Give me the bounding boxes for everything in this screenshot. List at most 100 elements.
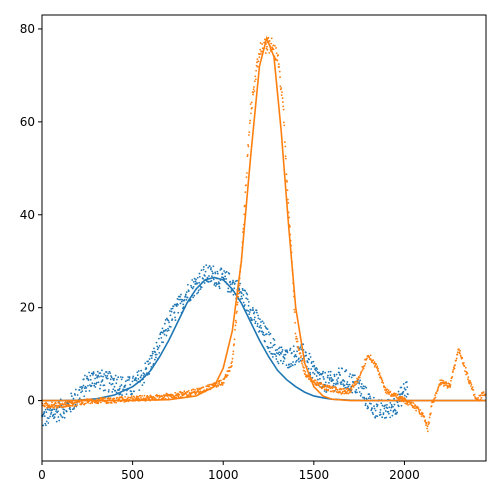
data-point	[176, 298, 179, 300]
data-point	[196, 276, 199, 279]
data-point	[313, 364, 316, 367]
data-point	[80, 391, 82, 394]
data-point	[342, 390, 344, 393]
data-point	[430, 405, 433, 407]
data-point	[185, 299, 188, 301]
data-point	[304, 370, 307, 373]
data-point	[221, 272, 224, 275]
data-point	[394, 409, 397, 412]
data-point	[242, 294, 245, 296]
data-point	[92, 372, 95, 375]
data-point	[407, 404, 409, 406]
data-point	[127, 376, 130, 378]
data-point	[394, 394, 397, 397]
data-point	[278, 353, 281, 356]
data-point	[225, 277, 228, 280]
data-point	[335, 382, 338, 385]
data-point	[210, 279, 213, 282]
data-point	[355, 388, 358, 391]
data-point	[50, 411, 53, 414]
data-point	[328, 385, 331, 388]
data-point	[319, 386, 322, 389]
data-point	[280, 352, 282, 355]
data-point	[385, 416, 388, 419]
data-point	[55, 420, 58, 423]
data-point	[252, 309, 255, 312]
data-point	[410, 401, 413, 404]
data-point	[217, 385, 220, 387]
data-point	[328, 377, 331, 380]
data-point	[282, 105, 285, 108]
data-point	[91, 402, 94, 405]
data-point	[350, 376, 353, 379]
data-point	[74, 403, 77, 406]
data-point	[137, 397, 140, 400]
data-point	[356, 391, 358, 394]
data-point	[382, 412, 385, 414]
data-point	[286, 351, 289, 354]
data-point	[352, 385, 355, 388]
data-point	[108, 382, 111, 385]
data-point	[262, 322, 265, 325]
data-point	[247, 309, 250, 312]
data-point	[280, 346, 283, 349]
data-point	[369, 358, 372, 360]
data-point	[263, 38, 266, 41]
plot-background	[42, 15, 486, 461]
data-point	[261, 320, 264, 323]
data-point	[289, 365, 292, 368]
data-point	[113, 385, 116, 388]
data-point	[112, 388, 115, 391]
data-point	[333, 382, 335, 385]
data-point	[266, 48, 269, 51]
data-point	[179, 302, 182, 305]
data-point	[193, 294, 196, 297]
data-point	[315, 375, 318, 377]
data-point	[381, 416, 384, 419]
data-point	[249, 119, 252, 122]
data-point	[301, 359, 304, 362]
data-point	[295, 359, 298, 362]
series-layer	[41, 35, 487, 433]
data-point	[55, 408, 58, 411]
data-point	[84, 385, 87, 388]
data-point	[251, 106, 253, 109]
data-point	[436, 389, 439, 392]
data-point	[379, 408, 382, 411]
data-point	[127, 396, 130, 399]
data-point	[286, 198, 289, 201]
data-point	[84, 402, 87, 405]
data-point	[440, 379, 443, 381]
data-point	[192, 388, 195, 391]
data-point	[177, 395, 180, 397]
data-point	[267, 36, 270, 39]
data-point	[235, 321, 238, 324]
data-point	[235, 312, 238, 314]
data-point	[131, 377, 134, 379]
data-point	[243, 204, 246, 207]
data-point	[258, 326, 261, 329]
data-point	[253, 90, 256, 93]
data-point	[260, 327, 263, 329]
data-point	[436, 388, 439, 391]
data-point	[364, 404, 367, 407]
data-point	[346, 383, 349, 386]
data-point	[469, 381, 472, 384]
data-point	[395, 412, 398, 415]
data-point	[365, 386, 368, 389]
data-point	[387, 410, 390, 413]
data-point	[303, 367, 305, 369]
data-point	[233, 282, 236, 285]
data-point	[99, 387, 101, 390]
data-point	[226, 374, 229, 377]
data-point	[274, 44, 276, 47]
data-point	[378, 373, 381, 376]
data-point	[133, 396, 136, 399]
data-point	[45, 406, 48, 409]
data-point	[234, 324, 237, 327]
data-point	[236, 310, 238, 313]
data-point	[301, 364, 304, 366]
data-point	[288, 363, 290, 366]
data-point	[174, 391, 177, 394]
data-point	[387, 389, 390, 392]
